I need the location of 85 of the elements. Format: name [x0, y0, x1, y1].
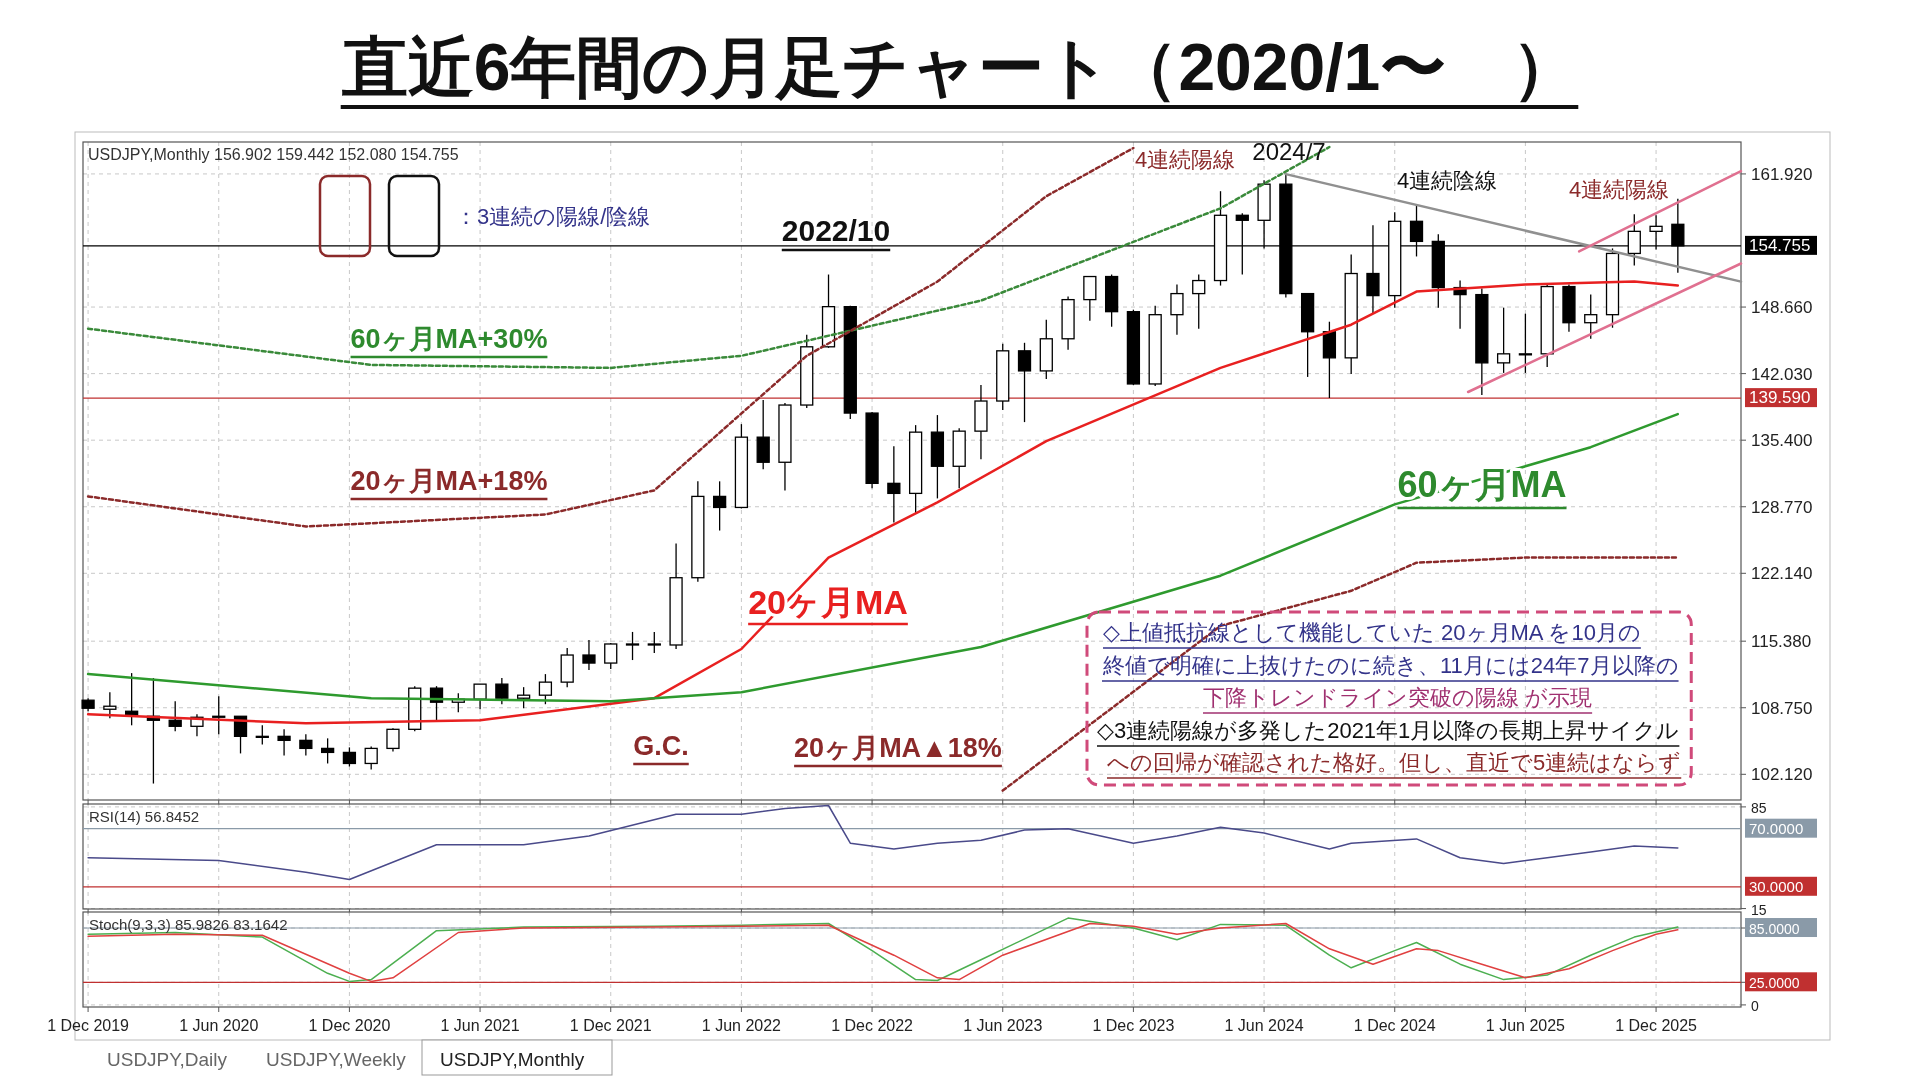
line-series [87, 804, 1679, 881]
line-series [1001, 556, 1680, 792]
x-tick-label: 1 Jun 2022 [701, 1017, 782, 1034]
annotation: 60ヶ月MA+30% [350, 324, 548, 354]
ref-line-label: 154.755 [1749, 235, 1811, 255]
candlestick [538, 673, 553, 705]
x-tick-label: 1 Jun 2024 [1224, 1017, 1304, 1034]
y-tick-label: 115.380 [1751, 632, 1812, 652]
candlestick [495, 677, 509, 705]
chart-title: 直近6年間の月足チャート（2020/1〜 ） [340, 30, 1579, 104]
y-tick-label: 148.660 [1751, 298, 1813, 318]
chart-title: Stoch(9,3,3) 85.9826 83.1642 [89, 916, 288, 933]
candlestick [364, 745, 378, 771]
text: USDJPY,Daily [107, 1049, 228, 1070]
x-tick-label: 1 Dec 2019 [47, 1017, 130, 1034]
text: USDJPY,Monthly [440, 1049, 585, 1070]
x-tick-label: 1 Jun 2025 [1485, 1017, 1566, 1034]
x-tick-label: 1 Dec 2024 [1353, 1017, 1436, 1034]
y-tick-label: 122.140 [1751, 564, 1813, 584]
x-tick-label: 1 Dec 2021 [569, 1017, 652, 1034]
candlestick [255, 724, 269, 746]
annotation: ◇上値抵抗線として機能していた 20ヶ月MA を10月の [1103, 620, 1641, 645]
annotation: 4連続陽線 [1134, 147, 1236, 172]
ref-line-label: 70.0000 [1749, 819, 1804, 837]
candlestick [712, 480, 727, 532]
candlestick [299, 733, 313, 757]
candlestick [516, 686, 531, 709]
candlestick [473, 683, 487, 710]
annotation: 2022/10 [781, 214, 891, 247]
candlestick [321, 737, 335, 765]
y-tick-label: 108.750 [1751, 698, 1813, 718]
candlestick [647, 631, 661, 654]
annotation: 4連続陽線 [1568, 177, 1670, 202]
annotation: USDJPY,Monthly 156.902 159.442 152.080 154.755 [88, 146, 459, 163]
annotation: ◇3連続陽線が多発した2021年1月以降の長期上昇サイクル [1097, 718, 1680, 743]
x-tick-label: 1 Dec 2022 [831, 1017, 914, 1034]
y-tick-label: 15 [1751, 901, 1767, 918]
annotation: 20ヶ月MA▲18% [794, 733, 1002, 763]
y-tick-label: 142.030 [1751, 364, 1813, 384]
y-tick-label: 128.770 [1751, 497, 1813, 517]
annotation: 終値で明確に上抜けたのに続き、11月には24年7月以降の [1102, 653, 1679, 678]
annotation: ：3連続の陽線/陰線 [455, 204, 651, 229]
annotation: G.C. [633, 731, 689, 761]
x-tick-label: 1 Dec 2025 [1615, 1017, 1698, 1034]
candlestick [342, 746, 357, 768]
x-tick-label: 1 Dec 2023 [1092, 1017, 1175, 1034]
line-series [86, 146, 1135, 528]
candlestick [277, 728, 291, 757]
annotation: 20ヶ月MA+18% [350, 466, 548, 496]
candlestick [212, 695, 226, 735]
x-tick-label: 1 Jun 2021 [440, 1017, 520, 1034]
y-tick-label: 25.0000 [1749, 975, 1800, 992]
y-tick-label: 0 [1751, 997, 1759, 1014]
x-tick-label: 1 Dec 2020 [308, 1017, 391, 1034]
text: USDJPY,Weekly [266, 1049, 407, 1070]
y-tick-label: 135.400 [1751, 431, 1813, 451]
candlestick [1496, 307, 1511, 374]
x-tick-label: 1 Jun 2020 [179, 1017, 259, 1034]
y-tick-label: 102.120 [1751, 765, 1813, 785]
ref-line-label: 139.590 [1749, 388, 1811, 408]
y-tick-label: 85 [1751, 799, 1767, 816]
candlestick [1083, 275, 1097, 322]
candlestick [625, 631, 640, 661]
annotation: 下降トレンドライン突破の陽線 が示現 [1203, 685, 1593, 710]
chart-title: RSI(14) 56.8452 [89, 808, 200, 825]
line-series [86, 145, 1331, 370]
candlestick [1017, 342, 1032, 423]
annotation: 2024/7 [1252, 138, 1326, 165]
annotation: 4連続陰線 [1396, 168, 1498, 193]
candlestick [1518, 313, 1533, 374]
candlestick [887, 445, 901, 524]
annotation: への回帰が確認された格好。但し、直近で5連続はならず [1107, 750, 1682, 775]
candlestick [168, 700, 182, 732]
candlestick [1192, 273, 1206, 330]
candlestick [1584, 293, 1598, 340]
y-tick-label: 161.920 [1751, 164, 1813, 184]
x-tick-label: 1 Jun 2023 [963, 1017, 1043, 1034]
candlestick [1170, 283, 1184, 336]
candlestick [582, 639, 596, 671]
candlestick [604, 642, 618, 670]
ref-line-label: 30.0000 [1749, 877, 1804, 895]
candlestick [386, 727, 400, 753]
annotation: 20ヶ月MA [748, 583, 908, 621]
y-tick-label: 85.0000 [1749, 921, 1800, 938]
candlestick [103, 691, 117, 719]
